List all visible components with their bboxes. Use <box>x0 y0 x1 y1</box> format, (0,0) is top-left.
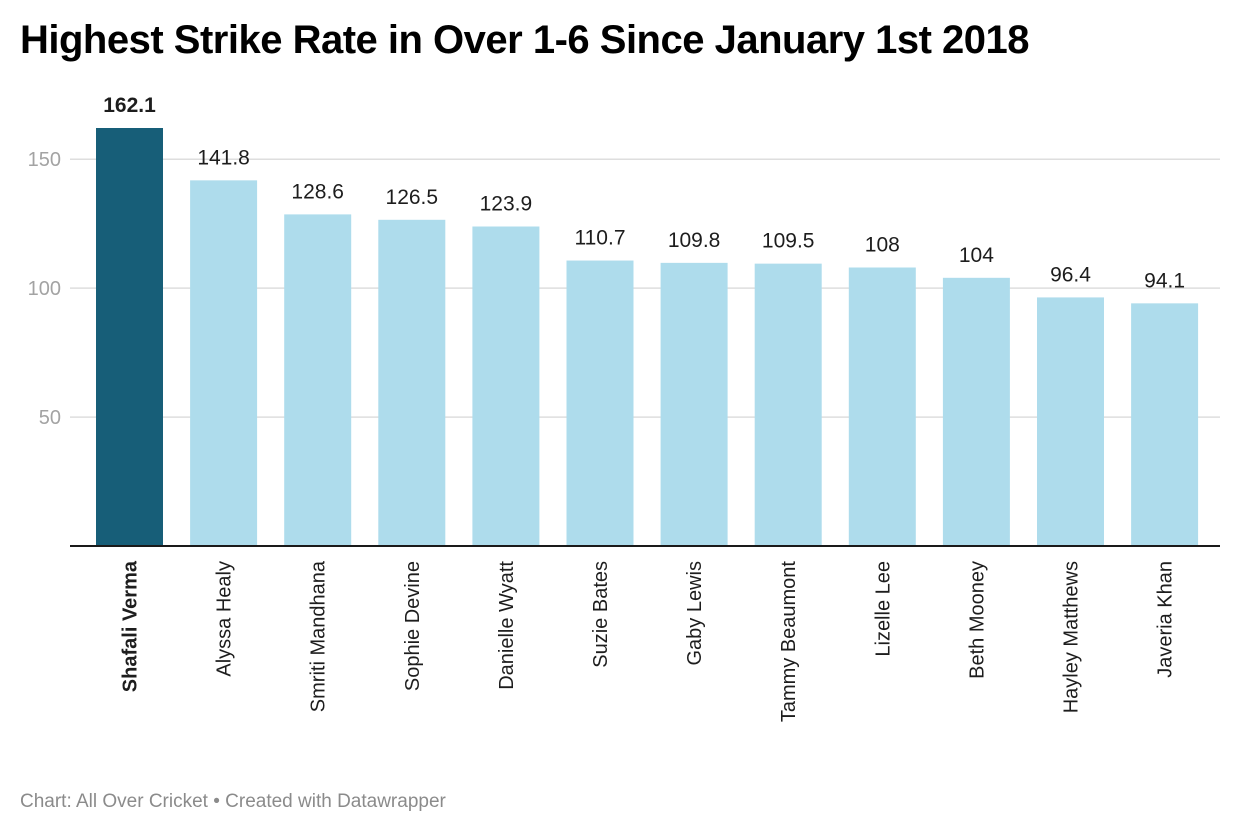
category-label: Smriti Mandhana <box>308 560 330 712</box>
y-tick-label: 50 <box>39 407 61 429</box>
category-label: Danielle Wyatt <box>496 561 518 690</box>
bar <box>378 219 446 547</box>
category-label: Hayley Matthews <box>1061 561 1083 713</box>
label-layer: 162.1 Shafali Verma 141.8 Alyssa Healy 128.6… <box>103 94 1185 722</box>
grid-layer: 50 100 150 <box>28 149 1220 429</box>
bar <box>754 263 822 546</box>
chart-footer: Chart: All Over Cricket • Created with D… <box>20 791 446 812</box>
value-label: 109.5 <box>762 230 815 253</box>
bar <box>190 180 258 547</box>
bar <box>660 262 728 546</box>
value-label: 96.4 <box>1050 263 1091 286</box>
y-tick-label: 150 <box>28 149 61 171</box>
category-label: Sophie Devine <box>402 561 424 691</box>
value-label: 109.8 <box>668 229 721 252</box>
bar <box>848 267 916 546</box>
y-tick-label: 100 <box>28 278 61 300</box>
bar <box>942 277 1010 546</box>
category-label: Tammy Beaumont <box>778 561 800 723</box>
bar <box>96 128 163 546</box>
value-label: 162.1 <box>103 94 156 117</box>
bar <box>1037 297 1104 546</box>
category-label: Suzie Bates <box>590 561 612 668</box>
chart-title: Highest Strike Rate in Over 1-6 Since Ja… <box>20 18 1030 62</box>
category-label: Javeria Khan <box>1155 561 1177 678</box>
bar <box>1131 303 1199 546</box>
value-label: 110.7 <box>575 227 626 250</box>
value-label: 94.1 <box>1144 269 1185 292</box>
bar <box>284 214 352 546</box>
bar-layer <box>96 128 1199 547</box>
category-label: Gaby Lewis <box>684 561 706 666</box>
bar <box>566 260 634 546</box>
category-label: Alyssa Healy <box>214 561 236 677</box>
value-label: 104 <box>959 244 994 267</box>
category-label: Lizelle Lee <box>872 561 894 657</box>
bar-chart: 50 100 150 162.1 Shafali Verma 141.8 Alyssa H… <box>28 94 1220 722</box>
value-label: 108 <box>865 234 900 257</box>
value-label: 126.5 <box>386 186 439 209</box>
value-label: 123.9 <box>480 193 533 216</box>
value-label: 128.6 <box>291 180 344 203</box>
bar <box>472 226 540 546</box>
category-label: Shafali Verma <box>120 560 142 692</box>
category-label: Beth Mooney <box>966 561 988 679</box>
value-label: 141.8 <box>197 146 250 169</box>
